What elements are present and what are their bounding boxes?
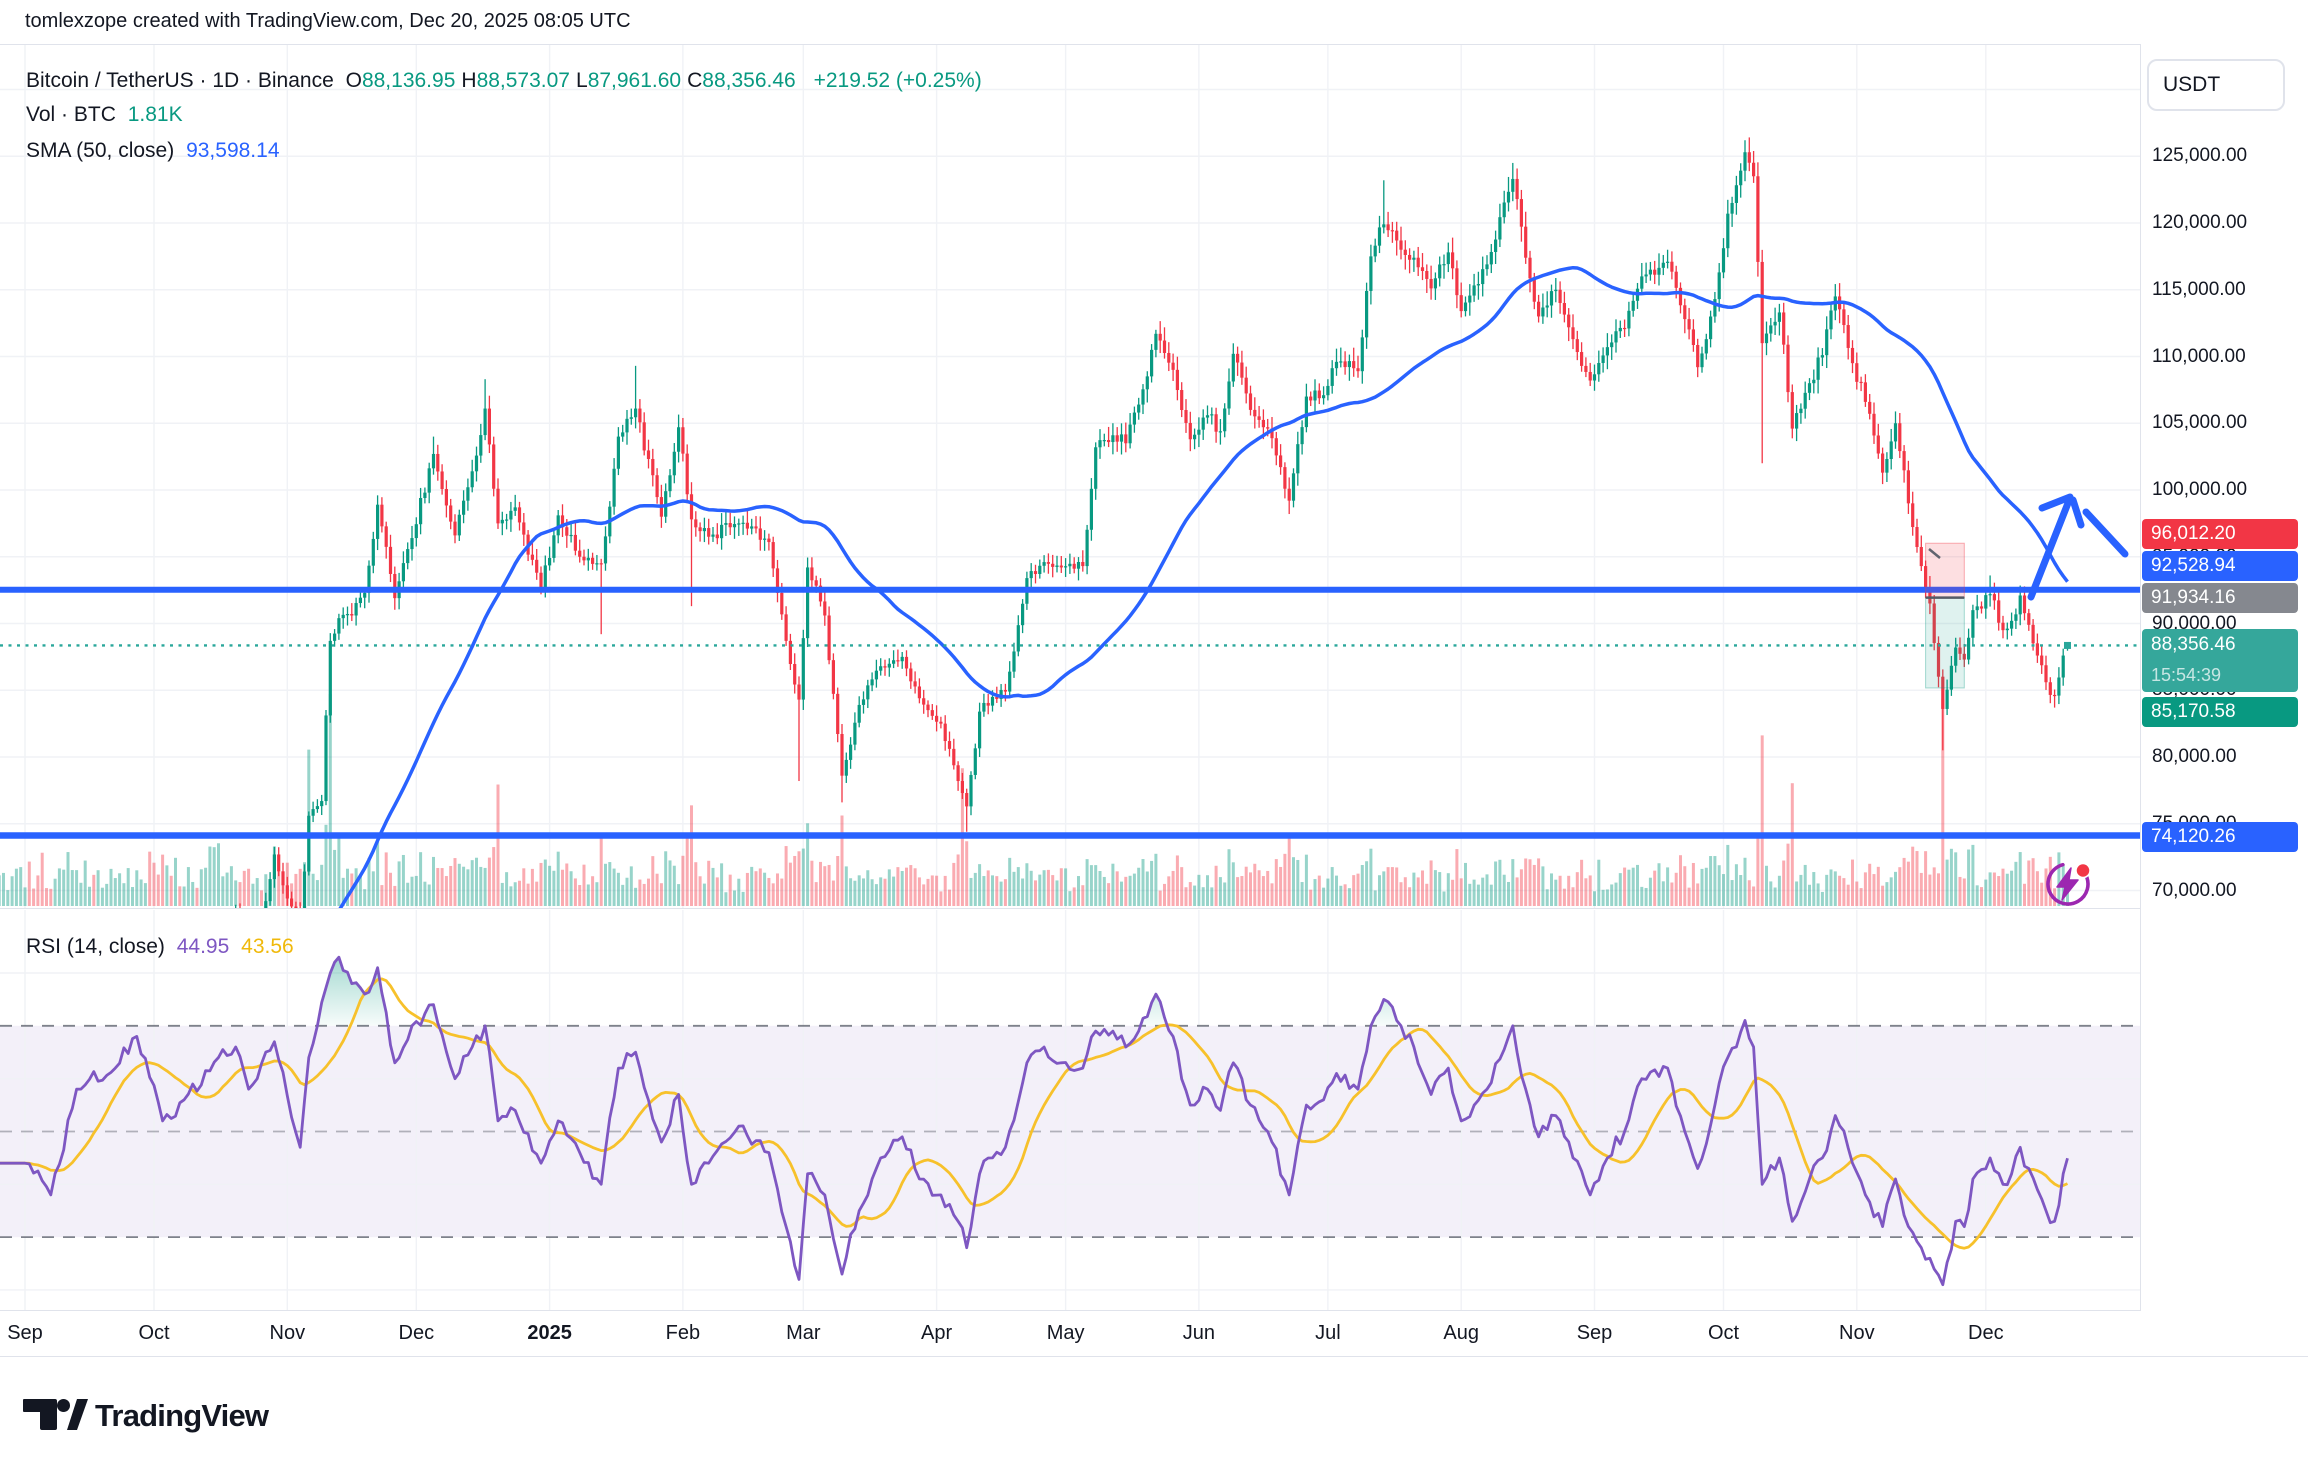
price-axis-label: 120,000.00	[2152, 212, 2248, 233]
time-axis-label: Oct	[1707, 1322, 1740, 1344]
time-axis-label: Apr	[921, 1322, 953, 1344]
ohlc-value: 88,136.95	[361, 69, 456, 92]
time-axis-label: Jun	[1182, 1322, 1216, 1344]
sma-50-line[interactable]	[210, 265, 2069, 1016]
volume-series	[0, 694, 2069, 906]
chart-drawings[interactable]	[0, 493, 2140, 839]
price-axis-label: 90,000.00	[2152, 612, 2237, 634]
rsi-legend-title[interactable]: RSI (14, close)	[26, 935, 165, 958]
price-scale-border	[2140, 44, 2141, 1356]
main-pane-grid	[0, 44, 2140, 908]
notification-dot	[2075, 862, 2091, 879]
time-axis-label: Feb	[665, 1322, 701, 1344]
time-scale[interactable]: Sep Oct Nov Dec 2025 Feb Mar Apr May Jun Jul Aug Sep…	[0, 1311, 2141, 1356]
time-axis-bottom-border	[0, 1356, 2308, 1357]
price-badge: 91,934.16	[2142, 583, 2298, 613]
rsi-pane	[0, 910, 2140, 1310]
time-axis-label: Sep	[1576, 1322, 1613, 1344]
rsi-bottom-separator	[0, 1310, 2308, 1311]
rsi-line	[0, 955, 2069, 1287]
ohlc-key: C	[687, 69, 703, 92]
sma-legend-title[interactable]: SMA (50, close)	[26, 139, 175, 162]
ohlc-value: 87,961.60	[587, 69, 682, 92]
lightning-bolt-icon	[2056, 867, 2079, 901]
time-axis-label: Sep	[7, 1322, 43, 1344]
price-axis-label: 100,000.00	[2152, 479, 2248, 500]
rsi-ma-legend-value: 43.56	[241, 935, 294, 958]
price-axis-label: 115,000.00	[2152, 278, 2246, 300]
rsi-ma-line	[0, 977, 2069, 1250]
price-badge: 74,120.26	[2142, 822, 2298, 852]
volume-legend-title[interactable]: Vol · BTC	[26, 103, 116, 126]
volume-legend-row[interactable]: Vol · BTC 1.81K	[26, 103, 189, 127]
attribution-text: tomlexzope created with TradingView.com,…	[25, 10, 631, 32]
symbol-title[interactable]: Bitcoin / TetherUS · 1D · Binance	[26, 69, 334, 92]
sma-legend-row[interactable]: SMA (50, close) 93,598.14	[26, 139, 286, 163]
price-axis-label: 70,000.00	[2152, 879, 2237, 901]
time-axis-label: Mar	[786, 1322, 821, 1344]
tradingview-logo-mark	[23, 1399, 88, 1430]
ohlc-values: O88,136.95 H88,573.07 L87,961.60 C88,356.46	[346, 69, 802, 92]
rsi-legend-row[interactable]: RSI (14, close) 44.95 43.56	[26, 935, 300, 959]
time-axis-label: 2025	[527, 1322, 572, 1344]
tradingview-logo[interactable]: TradingView	[23, 1397, 423, 1467]
tradingview-wordmark: TradingView	[95, 1398, 270, 1433]
ohlc-value: 88,356.46	[702, 69, 796, 92]
volume-legend-value: 1.81K	[127, 103, 183, 126]
time-axis-label: Jul	[1315, 1322, 1341, 1344]
symbol-legend-row[interactable]: Bitcoin / TetherUS · 1D · Binance O88,13…	[26, 69, 988, 93]
flash-icon-ring	[2046, 862, 2090, 906]
time-axis-label: Oct	[138, 1322, 170, 1344]
price-axis-label: 105,000.00	[2152, 412, 2248, 434]
footer: TradingView	[0, 1357, 2308, 1484]
price-axis-label: 80,000.00	[2152, 746, 2237, 767]
pane-separator[interactable]	[0, 908, 2308, 909]
time-axis-label: Aug	[1443, 1322, 1479, 1344]
price-badge: 85,170.58	[2142, 697, 2298, 727]
bar-countdown: 15:54:39	[2151, 665, 2222, 685]
ohlc-key: O	[345, 69, 362, 92]
price-axis-label: 110,000.00	[2152, 345, 2246, 367]
price-badge: 92,528.94	[2142, 551, 2298, 581]
chart-top-border	[0, 44, 2308, 45]
ohlc-key: L	[576, 69, 588, 92]
flash-boost-icon[interactable]	[2045, 861, 2091, 907]
ohlc-value: 88,573.07	[476, 69, 570, 92]
change-value: +219.52 (+0.25%)	[813, 69, 982, 92]
sma-legend-value: 93,598.14	[186, 139, 280, 162]
candlestick-series	[235, 137, 2070, 909]
time-axis-label: Nov	[1839, 1322, 1875, 1344]
time-axis-label: Dec	[398, 1322, 435, 1344]
price-axis-label: 125,000.00	[2152, 145, 2248, 167]
time-axis-label: Dec	[1968, 1322, 2004, 1344]
time-axis-label: May	[1046, 1322, 1085, 1344]
time-axis-label: Nov	[269, 1322, 306, 1344]
ohlc-key: H	[461, 69, 477, 92]
currency-toggle-button[interactable]: USDT	[2147, 59, 2285, 111]
price-badge: 88,356.46 15:54:39	[2142, 629, 2298, 692]
rsi-legend-value: 44.95	[176, 935, 230, 958]
price-scale[interactable]: USDT 125,000.00 120,000.00 115,000.00 110,0…	[2141, 44, 2308, 1356]
price-badge: 96,012.20	[2142, 519, 2298, 549]
